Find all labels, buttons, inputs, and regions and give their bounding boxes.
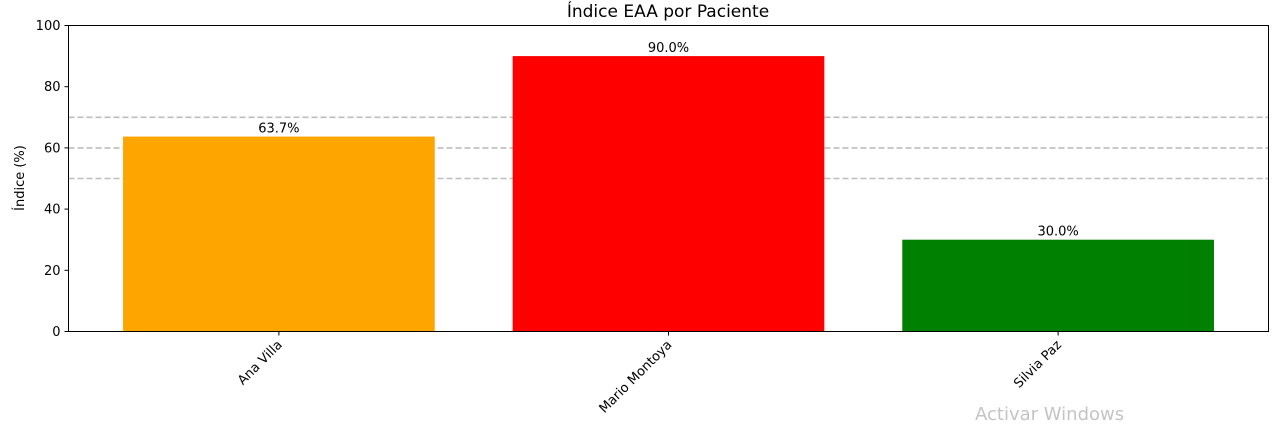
y-tick-label-0: 0 bbox=[52, 325, 60, 340]
y-tick-label-100: 100 bbox=[36, 19, 61, 34]
bar-1 bbox=[512, 56, 825, 332]
value-label-0: 63.7% bbox=[258, 122, 299, 137]
bar-2 bbox=[902, 239, 1214, 332]
bars-group bbox=[123, 56, 1214, 332]
y-tick-label-20: 20 bbox=[44, 264, 61, 279]
value-label-1: 90.0% bbox=[648, 41, 689, 56]
x-tick-label-0: Ana Villa bbox=[235, 338, 286, 389]
x-tick-label-1: Mario Montoya bbox=[597, 338, 676, 417]
x-tick-label-2: Silvia Paz bbox=[1011, 338, 1065, 392]
y-tick-label-40: 40 bbox=[44, 203, 61, 218]
value-label-2: 30.0% bbox=[1037, 225, 1078, 240]
chart-title: Índice EAA por Paciente bbox=[567, 0, 769, 22]
value-labels-group: 63.7% 90.0% 30.0% bbox=[258, 41, 1079, 240]
y-tick-label-80: 80 bbox=[44, 80, 61, 95]
x-axis: Ana Villa Mario Montoya Silvia Paz bbox=[235, 331, 1065, 417]
y-axis-label: Índice (%) bbox=[12, 145, 28, 211]
y-tick-label-60: 60 bbox=[44, 141, 61, 156]
bar-0 bbox=[123, 136, 435, 332]
windows-activation-watermark: Activar Windows bbox=[975, 404, 1125, 425]
y-axis: 0 20 40 60 80 100 bbox=[36, 19, 69, 340]
